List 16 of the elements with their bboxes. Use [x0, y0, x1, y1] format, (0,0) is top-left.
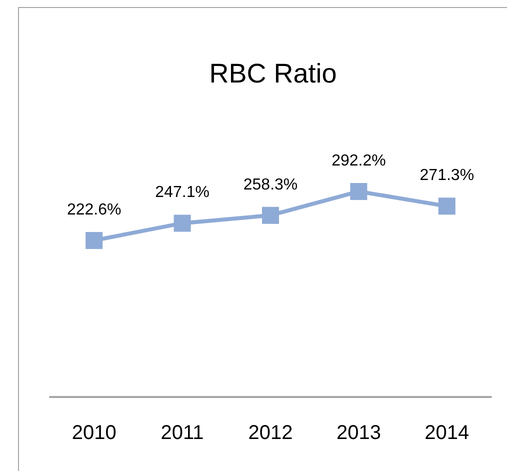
point: [262, 206, 279, 224]
x-tick-label: 2013: [336, 422, 381, 444]
data-label: 271.3%: [420, 167, 474, 184]
point: [174, 214, 191, 232]
point: [438, 198, 456, 215]
point: [350, 182, 368, 200]
chart-title: RBC Ratio: [209, 58, 337, 88]
data-label: 258.3%: [243, 176, 298, 194]
data-label: 292.2%: [332, 152, 386, 170]
data-label: 247.1%: [155, 184, 210, 202]
x-tick-label: 2012: [248, 422, 293, 444]
x-tick-label: 2014: [424, 422, 470, 444]
point: [86, 232, 103, 249]
data-label: 222.6%: [66, 201, 122, 218]
x-tick-label: 2010: [72, 422, 116, 444]
x-tick-label: 2011: [160, 422, 204, 444]
